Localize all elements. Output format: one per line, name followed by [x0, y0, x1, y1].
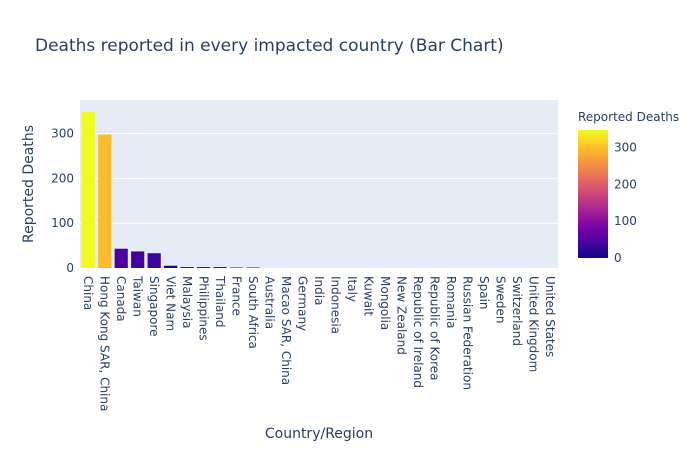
x-tick-label: Spain — [477, 276, 491, 310]
x-tick-label: Romania — [444, 276, 458, 328]
x-tick-label: Australia — [263, 276, 277, 329]
x-tick-label: Macao SAR, China — [279, 276, 293, 385]
x-tick-label: France — [230, 276, 244, 316]
bar — [98, 134, 111, 268]
x-tick-label: New Zealand — [394, 276, 408, 355]
bar — [181, 267, 194, 268]
x-tick-label: South Africa — [246, 276, 260, 349]
y-axis-title: Reported Deaths — [21, 125, 37, 243]
x-tick-label: Kuwait — [361, 276, 375, 316]
x-tick-label: China — [81, 276, 95, 310]
x-tick-label: Italy — [345, 276, 359, 302]
x-tick-label: Viet Nam — [164, 276, 178, 331]
x-tick-label: Indonesia — [328, 276, 342, 334]
x-tick-label: Hong Kong SAR, China — [98, 276, 112, 411]
colorbar-tick-label: 100 — [614, 214, 637, 228]
x-tick-label: Republic of Korea — [427, 276, 441, 381]
x-tick-label: Russian Federation — [460, 276, 474, 390]
colorbar-tick-label: 200 — [614, 177, 637, 191]
bar — [115, 249, 128, 268]
x-tick-label: India — [312, 276, 326, 305]
bar — [197, 267, 210, 268]
x-tick-label: Thailand — [213, 275, 227, 328]
x-tick-label: United States — [543, 276, 557, 357]
x-tick-label: Mongolia — [378, 276, 392, 330]
x-tick-label: Germany — [296, 276, 310, 331]
bar — [164, 266, 177, 268]
bar — [82, 112, 95, 268]
y-tick-label: 0 — [66, 261, 74, 275]
x-tick-label: Switzerland — [510, 276, 524, 346]
bar — [214, 267, 227, 268]
x-tick-label: Canada — [114, 276, 128, 322]
chart-title: Deaths reported in every impacted countr… — [35, 36, 504, 56]
x-tick-label: Singapore — [147, 276, 161, 337]
x-axis-title: Country/Region — [265, 426, 373, 442]
colorbar — [578, 130, 608, 258]
bar — [148, 253, 161, 268]
x-tick-label: Philippines — [197, 276, 211, 341]
plot-area — [80, 100, 558, 268]
y-tick-label: 100 — [51, 216, 74, 230]
bar — [131, 251, 144, 268]
colorbar-title: Reported Deaths — [578, 110, 679, 124]
x-tick-label: United Kingdom — [526, 276, 540, 372]
colorbar-tick-label: 300 — [614, 141, 637, 155]
colorbar-tick-label: 0 — [614, 251, 622, 265]
y-tick-label: 300 — [51, 127, 74, 141]
y-tick-label: 200 — [51, 171, 74, 185]
x-tick-label: Taiwan — [131, 275, 145, 317]
x-tick-label: Sweden — [493, 276, 507, 323]
y-axis-ticks: 0 100 200 300 — [51, 127, 74, 275]
colorbar-ticks: 0 100 200 300 — [614, 141, 637, 265]
x-tick-label: Republic of Ireland — [411, 276, 425, 388]
x-tick-label: Malaysia — [180, 276, 194, 328]
